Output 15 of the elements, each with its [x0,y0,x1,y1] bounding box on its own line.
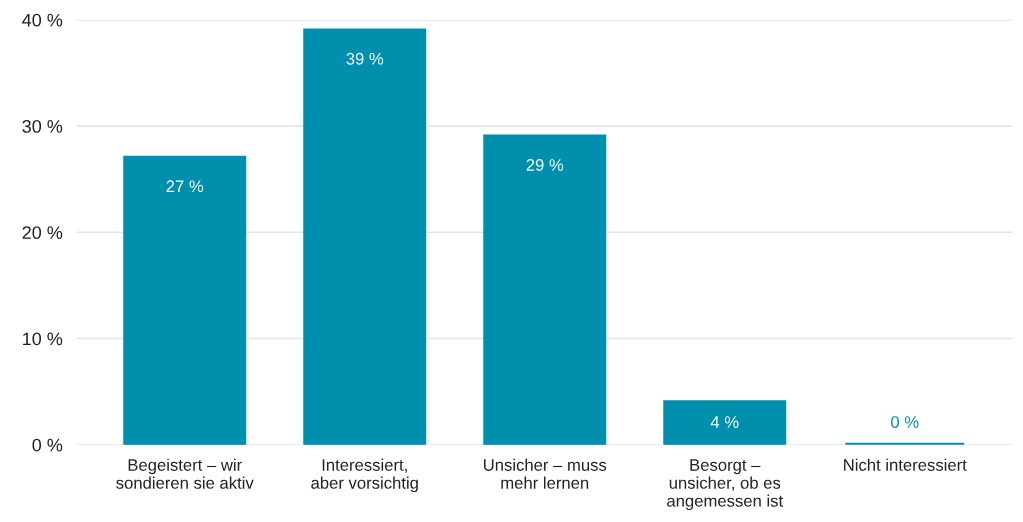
y-tick-label: 0 % [32,438,63,452]
data-label: 4 % [710,416,739,428]
y-tick-label: 10 % [23,332,63,346]
y-tick-label: 30 % [22,120,63,133]
y-tick-label: 40 % [22,13,63,27]
x-tick-label: Unsicher – muss mehr lernen [483,458,607,489]
data-label: 27 % [166,180,204,193]
data-label: 0 % [891,416,919,428]
x-tick-label: Interessiert, aber vorsichtig [311,458,418,493]
x-tick-label: Besorgt – unsicher, ob es angemessen ist [667,459,783,511]
data-label: 29 % [526,159,564,171]
y-tick-label: 20 % [22,226,63,240]
x-tick-label: Begeistert – wir sondieren sie aktiv [116,458,254,489]
data-label: 39 % [346,52,384,65]
x-tick-label: Nicht interessiert [844,458,967,471]
